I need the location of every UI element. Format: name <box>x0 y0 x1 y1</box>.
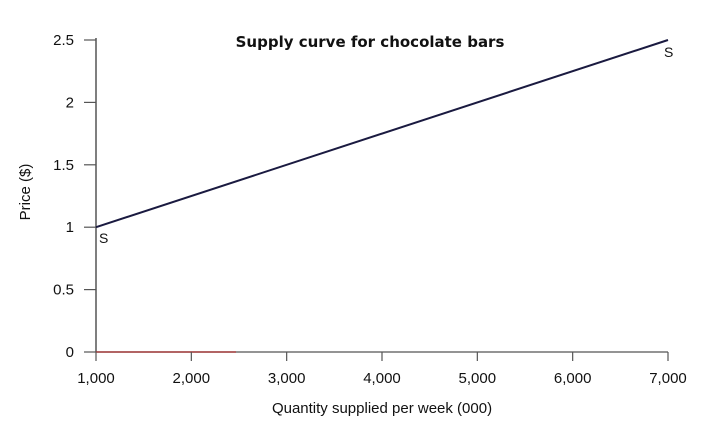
y-tick-label: 0.5 <box>53 282 74 299</box>
curve-labels: SS <box>99 44 673 246</box>
x-tick-label: 5,000 <box>459 370 497 387</box>
y-axis-ticks: 0 0.5 1 1.5 2 2.5 <box>53 32 96 361</box>
x-axis-label: Quantity supplied per week (000) <box>272 400 492 417</box>
x-axis-ticks: 1,000 2,000 3,000 4,000 5,000 6,000 7,000 <box>77 352 687 387</box>
y-tick-label: 2.5 <box>53 32 74 49</box>
y-tick-label: 0 <box>66 344 74 361</box>
supply-curve-line <box>95 39 669 229</box>
curve-label-end: S <box>664 44 673 60</box>
chart-title: Supply curve for chocolate bars <box>236 33 505 51</box>
y-axis-label: Price ($) <box>17 164 34 221</box>
x-tick-label: 4,000 <box>363 370 401 387</box>
axes <box>95 38 668 353</box>
x-tick-label: 6,000 <box>554 370 592 387</box>
x-tick-label: 1,000 <box>77 370 115 387</box>
y-tick-label: 1 <box>66 219 74 236</box>
x-tick-label: 2,000 <box>173 370 211 387</box>
y-tick-label: 2 <box>66 94 74 111</box>
curve-label-start: S <box>99 230 108 246</box>
series-group <box>95 39 669 229</box>
y-tick-label: 1.5 <box>53 157 74 174</box>
x-tick-label: 3,000 <box>268 370 306 387</box>
x-tick-label: 7,000 <box>649 370 687 387</box>
